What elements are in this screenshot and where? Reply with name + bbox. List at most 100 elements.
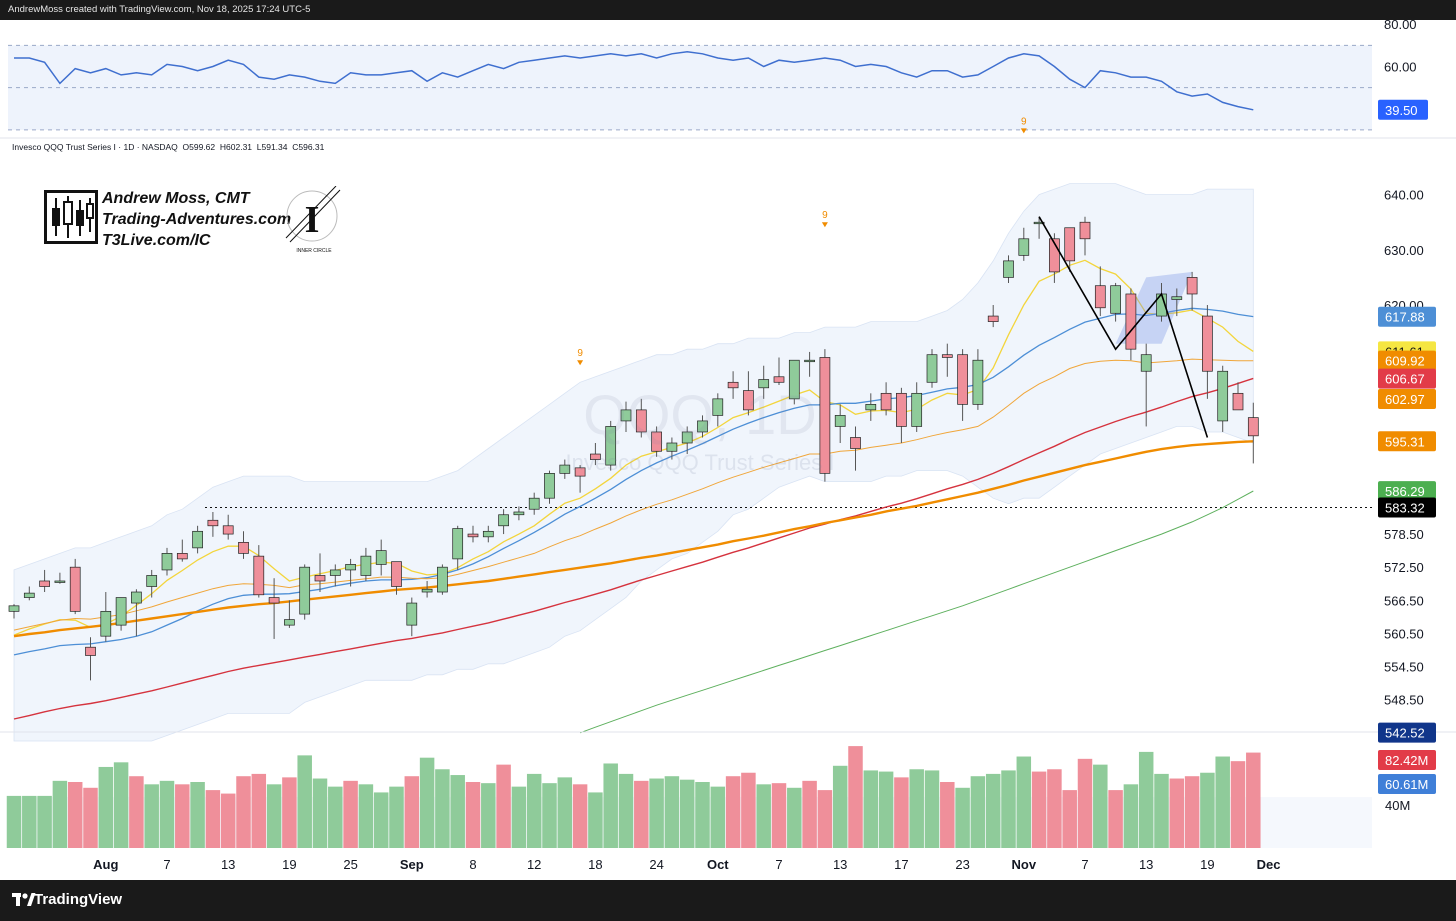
volume-label-badge <box>1378 750 1436 770</box>
candle-body-up <box>681 431 693 444</box>
candle <box>926 349 938 388</box>
candle <box>880 382 892 416</box>
candle-body-up <box>1140 354 1152 372</box>
candle-body-down <box>635 409 647 433</box>
volume-bar-down <box>741 772 756 848</box>
candle-body-down <box>727 381 739 389</box>
volume-bar-up <box>113 762 129 848</box>
volume-pane: 82.42M 60.61M 40M <box>6 746 1436 848</box>
volume-bar-up <box>695 782 710 848</box>
candle-body-up <box>146 575 158 587</box>
candle <box>651 426 662 457</box>
candle <box>1247 402 1259 464</box>
price-label-text: 617.88 <box>1385 310 1425 325</box>
time-tick-label: 7 <box>775 857 782 872</box>
candle-body-down <box>850 437 861 449</box>
candle-body-down <box>743 390 754 411</box>
candle <box>452 525 464 570</box>
candle <box>681 426 693 455</box>
rsi-value-badge <box>1378 99 1428 120</box>
candle-body-up <box>559 464 571 474</box>
volume-bar-up <box>1016 756 1032 848</box>
volume-bar-down <box>1230 761 1246 848</box>
symbol-legend: Invesco QQQ Trust Series I · 1D · NASDAQ… <box>12 142 324 152</box>
candle-body-up <box>1110 285 1121 314</box>
volume-bar-down <box>282 777 297 848</box>
candle <box>100 592 112 642</box>
brand-url: T3Live.com/IC <box>102 232 211 249</box>
candle <box>1003 255 1014 283</box>
candle-body-up <box>360 555 372 576</box>
candle <box>467 525 479 543</box>
price-label-badge <box>1378 306 1436 327</box>
volume-bar-up <box>144 784 159 848</box>
candle <box>666 437 678 460</box>
candle <box>1018 227 1030 261</box>
volume-bar-up <box>557 777 573 848</box>
seal-text: INNER CIRCLE <box>296 248 332 254</box>
price-tick-label: 572.50 <box>1384 560 1424 575</box>
candle-body-down <box>1247 417 1259 437</box>
candle <box>115 597 127 631</box>
price-tick-label: 554.50 <box>1384 660 1424 675</box>
candle <box>131 589 142 637</box>
tradingview-logo-icon <box>12 893 36 906</box>
time-tick-label: 17 <box>894 857 908 872</box>
candle-body-down <box>253 555 265 596</box>
time-tick-label: 19 <box>1200 857 1214 872</box>
candle-body-up <box>911 392 923 427</box>
candle <box>1186 271 1198 311</box>
candle <box>513 506 525 521</box>
symbol-watermark: QQQ, 1D <box>583 383 817 446</box>
volume-bar-down <box>1031 771 1047 848</box>
price-label-text: 602.97 <box>1385 392 1425 407</box>
time-tick-label: 8 <box>469 857 476 872</box>
volume-bar-up <box>6 795 22 848</box>
price-label-badge <box>1378 431 1436 452</box>
candle <box>635 398 647 438</box>
volume-bar-down <box>1062 790 1077 848</box>
candle <box>176 539 188 562</box>
candle <box>329 564 341 587</box>
volume-bar-up <box>450 775 465 848</box>
candle <box>605 420 617 471</box>
name-watermark: Invesco QQQ Trust Series I <box>565 450 835 475</box>
volume-label-badge <box>1378 774 1436 794</box>
volume-bar-up <box>1154 773 1169 848</box>
candle-body-up <box>329 569 341 576</box>
volume-bar-down <box>175 784 190 848</box>
candle <box>1140 343 1152 427</box>
volume-bar-up <box>618 773 634 848</box>
candle <box>1125 288 1137 361</box>
ma-line-ema8 <box>13 259 1254 636</box>
time-tick-label: Sep <box>400 857 424 872</box>
candle-body-down <box>651 431 662 452</box>
volume-bar-up <box>358 784 374 848</box>
time-tick-label: Aug <box>93 857 118 872</box>
candle-body-up <box>1217 370 1229 422</box>
candle-body-down <box>819 357 831 474</box>
candle-body-up <box>452 528 464 560</box>
volume-bar-up <box>679 779 695 848</box>
volume-bar-down <box>848 746 863 848</box>
candle <box>391 561 402 595</box>
candle-body-up <box>605 426 617 466</box>
inner-circle-seal-icon: I INNER CIRCLE <box>285 186 341 254</box>
legend-high: H602.31 <box>219 142 253 152</box>
candle <box>896 387 907 443</box>
volume-bar-up <box>955 787 970 848</box>
volume-bar-up <box>37 795 52 848</box>
candle-body-up <box>498 514 509 527</box>
candle-body-down <box>941 354 953 358</box>
volume-label-text: 60.61M <box>1385 777 1428 792</box>
candle-body-down <box>314 575 326 582</box>
time-tick-label: Dec <box>1257 857 1281 872</box>
volume-bar-up <box>511 786 527 848</box>
volume-bar-up <box>1001 770 1016 848</box>
volume-bar-up <box>756 784 771 848</box>
candle-body-down <box>1079 221 1091 240</box>
candle-body-down <box>39 580 50 587</box>
td-count-arrow <box>1020 128 1027 134</box>
price-label-badge <box>1378 481 1436 502</box>
